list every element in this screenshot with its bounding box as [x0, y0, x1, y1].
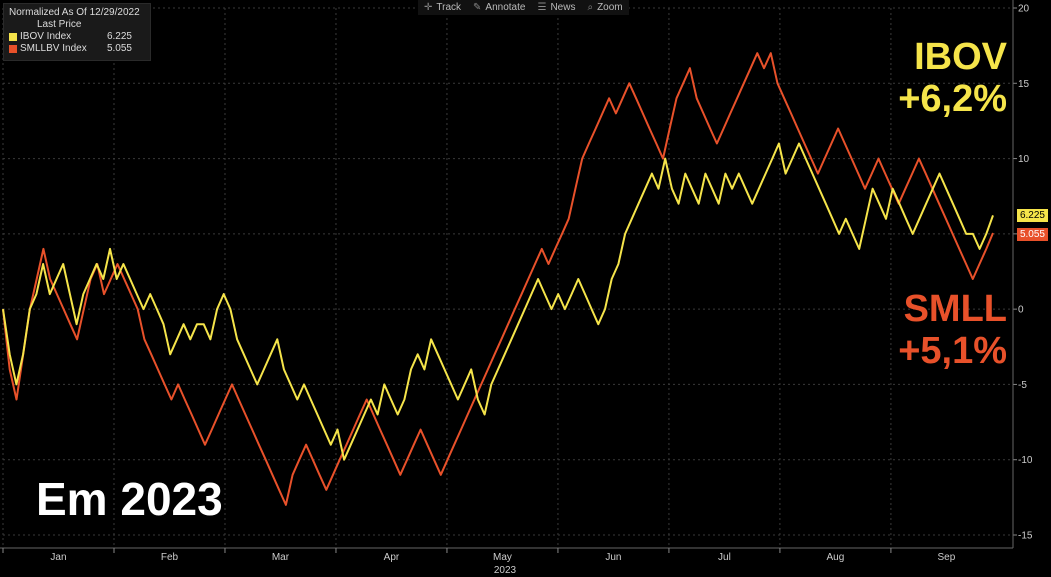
legend: Normalized As Of 12/29/2022 Last Price I… — [3, 3, 151, 61]
legend-item-ibov[interactable]: IBOV Index 6.225 — [9, 31, 145, 43]
x-axis-label: 2023 — [494, 565, 517, 576]
y-tick-label: 15 — [1018, 79, 1030, 90]
y-tick-label: -10 — [1018, 455, 1033, 466]
x-tick-label: Jan — [50, 552, 66, 563]
x-tick-label: Aug — [827, 552, 845, 563]
year-annotation: Em 2023 — [36, 473, 223, 525]
zoom-label: Zoom — [597, 2, 623, 13]
ibov-last-price-tag: 6.225 — [1016, 209, 1048, 222]
smll-last-price-tag: 5.055 — [1016, 228, 1048, 241]
chart-toolbar: ✛ Track ✎ Annotate ☰ News ⌕ Zoom — [418, 0, 629, 15]
series-line-smllbv — [2, 52, 994, 506]
legend-heading: Normalized As Of 12/29/2022 — [9, 7, 140, 18]
ibov-annotation-change: +6,2% — [898, 78, 1007, 120]
track-label: Track — [436, 2, 462, 13]
annotate-label: Annotate — [485, 2, 526, 13]
y-tick-label: -5 — [1018, 380, 1027, 391]
series-line-ibov — [2, 142, 994, 461]
smll-annotation-change: +5,1% — [898, 330, 1007, 372]
zoom-button[interactable]: ⌕ Zoom — [581, 0, 628, 15]
series-lines — [2, 52, 994, 506]
x-tick-label: Jul — [718, 552, 731, 563]
pencil-icon: ✎ — [473, 2, 482, 13]
y-tick-label: 10 — [1018, 154, 1030, 165]
news-label: News — [550, 2, 576, 13]
legend-swatch-smll — [9, 45, 17, 53]
legend-value: 6.225 — [106, 31, 132, 42]
legend-item-smll[interactable]: SMLLBV Index 5.055 — [9, 43, 145, 55]
legend-name: SMLLBV Index — [20, 43, 87, 54]
legend-value: 5.055 — [106, 43, 132, 54]
x-tick-label: May — [493, 552, 512, 563]
x-tick-label: Feb — [161, 552, 179, 563]
smll-annotation: SMLL +5,1% — [898, 288, 1007, 372]
magnifier-icon: ⌕ — [587, 2, 594, 13]
crosshair-icon: ✛ — [424, 2, 433, 13]
annotate-button[interactable]: ✎ Annotate — [467, 0, 531, 15]
x-tick-label: Sep — [938, 552, 956, 563]
smll-annotation-name: SMLL — [903, 288, 1007, 330]
news-button[interactable]: ☰ News — [531, 0, 581, 15]
x-tick-label: Mar — [272, 552, 290, 563]
legend-subheading: Last Price — [37, 19, 82, 30]
y-tick-label: 0 — [1018, 305, 1024, 316]
x-tick-label: Apr — [384, 552, 400, 563]
x-tick-label: Jun — [605, 552, 621, 563]
y-tick-label: -15 — [1018, 531, 1033, 542]
grid-lines — [2, 7, 1013, 548]
track-button[interactable]: ✛ Track — [418, 0, 467, 15]
legend-name: IBOV Index — [20, 31, 72, 42]
ibov-annotation-name: IBOV — [914, 36, 1007, 78]
news-icon: ☰ — [537, 2, 547, 13]
ibov-annotation: IBOV +6,2% — [898, 36, 1007, 120]
y-tick-label: 20 — [1018, 4, 1030, 15]
legend-swatch-ibov — [9, 33, 17, 41]
